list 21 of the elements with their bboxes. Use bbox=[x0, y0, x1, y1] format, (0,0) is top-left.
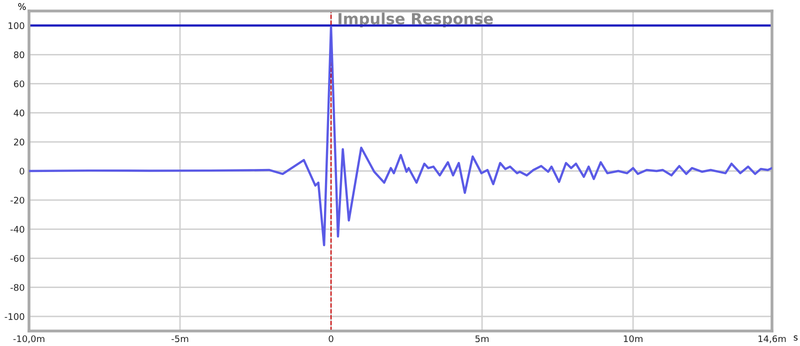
y-tick-label: 80 bbox=[14, 51, 24, 58]
y-tick-label: -20 bbox=[10, 196, 24, 204]
y-tick-label: -40 bbox=[10, 226, 24, 233]
y-tick-label: -100 bbox=[4, 313, 24, 320]
x-tick-label: 0 bbox=[328, 335, 334, 342]
y-tick-label: 60 bbox=[14, 80, 24, 88]
x-axis-title: s bbox=[794, 335, 798, 341]
y-tick-label: 0 bbox=[20, 168, 24, 175]
y-axis-title: % bbox=[18, 3, 26, 10]
y-tick-label: 100 bbox=[8, 22, 24, 30]
x-tick-label: -5m bbox=[172, 335, 188, 342]
x-tick-label: 5m bbox=[475, 335, 489, 342]
y-tick-label: -60 bbox=[10, 255, 24, 262]
x-tick-label: -10,0m bbox=[13, 335, 44, 344]
x-tick-label: 10m bbox=[624, 335, 642, 342]
x-tick-label: 14,6m bbox=[758, 335, 786, 344]
chart-title: Impulse Response bbox=[338, 12, 493, 28]
y-tick-label: 40 bbox=[14, 110, 24, 116]
y-tick-label: -80 bbox=[10, 284, 24, 291]
line-series bbox=[29, 26, 772, 246]
y-tick-label: 20 bbox=[14, 138, 24, 146]
